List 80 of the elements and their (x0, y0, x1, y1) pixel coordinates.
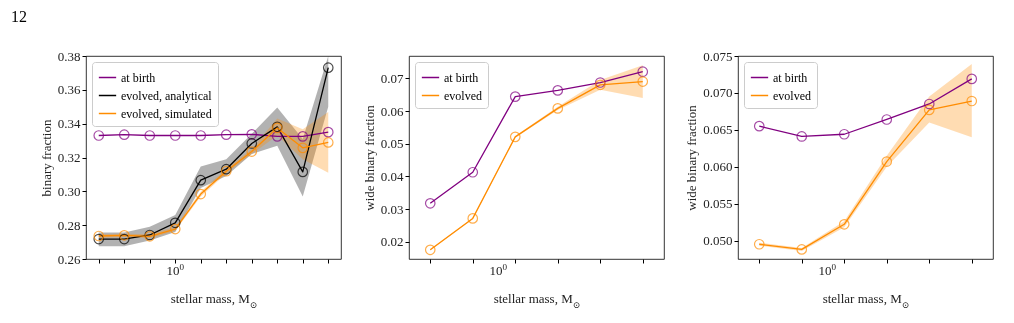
point (838, 218, 850, 230)
point (923, 104, 935, 116)
chart-title: 12 (11, 8, 27, 25)
point (118, 233, 130, 245)
point (966, 73, 978, 85)
legend-label: at birth (773, 70, 808, 85)
point (246, 146, 258, 157)
y-tick-label: 0.060 (703, 159, 733, 175)
point (838, 128, 850, 140)
legend-label: at birth (444, 70, 479, 85)
text: 10$^{0}$ (818, 262, 837, 278)
y-tick-label: 0.06 (380, 103, 404, 119)
point (552, 85, 564, 96)
point (881, 114, 893, 125)
point (467, 166, 479, 178)
point (637, 76, 649, 87)
point (246, 128, 258, 140)
point (424, 198, 436, 209)
point (118, 229, 130, 241)
y-tick-label: 0.075 (703, 48, 733, 64)
point (297, 166, 309, 178)
y-tick-label: 0.34 (57, 116, 81, 132)
y-tick-label: 0.070 (703, 85, 733, 101)
y-tick-label: 0.05 (380, 136, 404, 152)
point (881, 156, 893, 167)
point (966, 95, 978, 107)
point (195, 188, 207, 200)
point (552, 103, 564, 114)
point (322, 62, 334, 74)
y-tick-label: 0.065 (703, 122, 733, 138)
point (169, 130, 181, 141)
point (169, 223, 181, 235)
text: 10$^{0}$ (489, 262, 508, 278)
y-tick-label: 0.03 (380, 201, 404, 217)
legend-label: evolved (444, 88, 482, 103)
point (195, 174, 207, 186)
point (169, 217, 181, 229)
point (246, 138, 258, 149)
y-axis-title: wide binary fraction (361, 104, 377, 211)
y-tick-label: 0.02 (380, 234, 404, 250)
y-tick-label: 0.04 (380, 168, 404, 184)
point (637, 66, 649, 78)
y-tick-label: 0.050 (703, 233, 733, 249)
point (271, 131, 283, 142)
y-tick-label: 0.055 (703, 196, 733, 212)
y-tick-label: 0.32 (57, 150, 81, 165)
point (509, 131, 521, 143)
y-tick-label: 0.28 (57, 217, 81, 233)
point (118, 129, 130, 140)
point (297, 142, 309, 154)
point (923, 98, 935, 110)
x-axis-title: stellar mass, M$_{⊙}$ (493, 290, 581, 310)
point (93, 130, 105, 141)
point (297, 131, 309, 142)
point (753, 238, 765, 250)
y-tick-label: 0.30 (57, 183, 81, 199)
x-axis-title: stellar mass, M$_{⊙}$ (822, 290, 910, 310)
point (195, 130, 207, 141)
legend-label: evolved (773, 88, 811, 103)
y-tick-label: 0.36 (57, 82, 81, 98)
x-axis-title: stellar mass, M$_{⊙}$ (170, 290, 258, 310)
point (322, 126, 334, 138)
point (144, 130, 156, 141)
point (796, 244, 808, 255)
point (753, 120, 765, 132)
point (509, 91, 521, 102)
legend-label: evolved, analytical (121, 88, 213, 103)
y-tick-label: 0.07 (380, 70, 404, 86)
legend-label: at birth (121, 70, 156, 85)
point (322, 137, 334, 148)
y-axis-title: wide binary fraction (684, 104, 700, 211)
point (424, 244, 436, 256)
y-tick-label: 0.26 (57, 251, 81, 267)
point (467, 213, 479, 224)
y-axis-title: binary fraction (38, 119, 54, 197)
point (796, 131, 808, 142)
text: 10$^{0}$ (166, 262, 185, 278)
legend-label: evolved, simulated (121, 106, 212, 121)
point (220, 129, 232, 140)
y-tick-label: 0.38 (57, 48, 81, 64)
